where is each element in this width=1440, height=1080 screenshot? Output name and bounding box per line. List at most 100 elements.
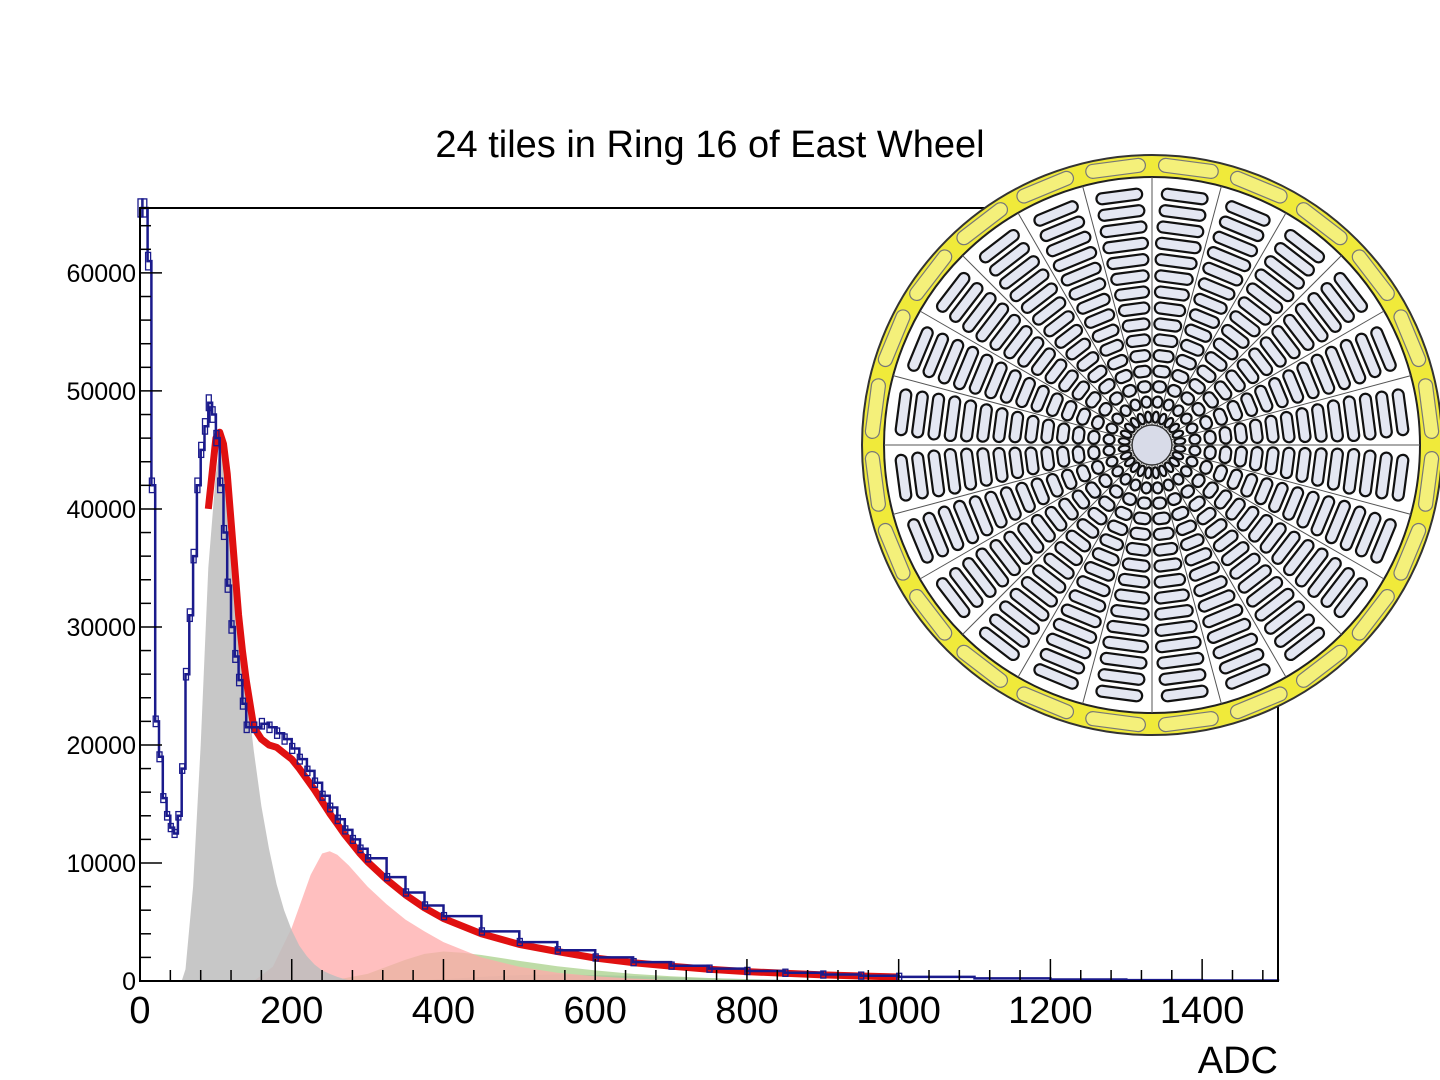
data-point xyxy=(144,251,152,271)
wheel-ring-tile xyxy=(909,249,953,302)
wheel-hub xyxy=(1131,424,1173,466)
wheel-tile xyxy=(1225,497,1246,521)
wheel-tile xyxy=(1032,564,1067,594)
wheel-tile xyxy=(943,395,962,443)
wheel-tile xyxy=(1237,296,1272,326)
wheel-tile xyxy=(1151,395,1164,409)
wheel-tile xyxy=(1254,587,1295,622)
wheel-tile xyxy=(999,369,1022,404)
wheel-tile xyxy=(1326,399,1344,443)
wheel-tile xyxy=(1098,377,1116,395)
wheel-tile xyxy=(1160,187,1209,206)
wheel-tile xyxy=(1105,455,1119,468)
wheel-tile xyxy=(1091,323,1120,343)
wheel-tile xyxy=(1240,392,1259,418)
wheel-tile xyxy=(1071,489,1091,510)
wheel-tile xyxy=(1184,547,1213,567)
wheel-spoke xyxy=(1082,444,1153,705)
wheel-tile xyxy=(1254,384,1274,413)
wheel-tile xyxy=(1129,478,1142,492)
wheel-ring-tile xyxy=(1351,249,1395,302)
wheel-tile xyxy=(927,449,946,498)
wheel-tile xyxy=(1076,292,1111,315)
wheel-tile xyxy=(989,613,1030,648)
wheel-tile xyxy=(1188,378,1206,395)
wheel-tile xyxy=(1099,533,1125,552)
wheel-tile xyxy=(1166,492,1182,507)
wheel-tile xyxy=(1052,246,1098,273)
wheel-tile xyxy=(1020,576,1058,608)
wheel-tile xyxy=(1084,308,1116,329)
wheel-tile xyxy=(1307,557,1342,598)
wheel-tile xyxy=(1153,588,1190,605)
wheel-tile xyxy=(1098,473,1113,489)
wheel-tile xyxy=(1058,369,1079,393)
wheel-tile xyxy=(1375,390,1393,439)
wheel-ring-tile xyxy=(1085,157,1147,180)
wheel-tile xyxy=(1045,230,1092,258)
wheel-ring-tile xyxy=(1417,450,1440,512)
wheel-tile xyxy=(1354,511,1382,558)
wheel-tile xyxy=(1203,429,1217,445)
wheel-tile xyxy=(1158,412,1168,426)
wheel-tile xyxy=(989,242,1030,277)
wheel-tile xyxy=(1271,530,1301,565)
wheel-tile xyxy=(1175,519,1198,537)
wheel-tile xyxy=(1175,353,1197,371)
wheel-tile xyxy=(1391,388,1410,437)
wheel-tile xyxy=(1117,572,1151,589)
wheel-tile xyxy=(1121,317,1151,333)
wheel-tile xyxy=(907,326,934,372)
wheel-tile xyxy=(1144,410,1153,424)
wheel-tile xyxy=(1268,377,1289,409)
wheel-tile xyxy=(1075,407,1092,426)
wheel-tile xyxy=(1196,364,1217,384)
wheel-tile xyxy=(1202,603,1244,629)
wheel-tile xyxy=(1185,455,1199,468)
data-point xyxy=(266,721,273,734)
wheel-spoke xyxy=(1082,185,1153,446)
wheel-tile xyxy=(1098,401,1113,417)
data-point xyxy=(421,901,429,910)
data-point xyxy=(156,751,163,763)
data-point xyxy=(160,793,167,804)
wheel-ring-tile xyxy=(877,522,911,581)
wheel-tile xyxy=(949,282,984,323)
wheel-tile xyxy=(1125,541,1152,557)
wheel-tile xyxy=(1098,495,1116,512)
wheel-tile xyxy=(1017,336,1045,368)
wheel-tile xyxy=(1172,404,1185,418)
wheel-tile xyxy=(1099,651,1148,670)
wheel-tile xyxy=(1015,376,1036,409)
wheel-ring-tile xyxy=(1229,686,1288,720)
wheel-tile xyxy=(1024,446,1040,476)
wheel-tile xyxy=(1030,384,1050,413)
wheel-tile xyxy=(1065,337,1092,361)
wheel-tile xyxy=(1218,215,1265,243)
wheel-tile xyxy=(1153,285,1190,302)
wheel-tile xyxy=(1233,445,1248,468)
wheel-tile xyxy=(1125,333,1152,349)
wheel-tile xyxy=(1087,364,1108,384)
wheel-tile xyxy=(1102,444,1116,457)
wheel-ring-tile xyxy=(864,450,887,512)
wheel-tile xyxy=(1212,230,1259,258)
wheel-tile xyxy=(1045,472,1064,498)
wheel-tile xyxy=(1040,418,1056,445)
wheel-tile xyxy=(1283,539,1315,577)
wheel-tile xyxy=(976,447,993,487)
wheel-spoke xyxy=(1151,185,1222,446)
data-point xyxy=(167,822,174,833)
wheel-tile xyxy=(1054,541,1083,567)
wheel-tile xyxy=(1052,617,1098,644)
data-point xyxy=(319,790,326,801)
data-steps xyxy=(140,206,1280,982)
wheel-tile xyxy=(1015,481,1036,513)
wheel-ring-tile xyxy=(877,309,911,368)
wheel-spoke xyxy=(962,255,1153,446)
wheel-tile xyxy=(1248,347,1274,377)
wheel-tile xyxy=(1091,547,1120,567)
wheel-tile xyxy=(1119,404,1132,418)
data-point xyxy=(175,810,182,821)
wheel-tile xyxy=(1090,415,1105,431)
